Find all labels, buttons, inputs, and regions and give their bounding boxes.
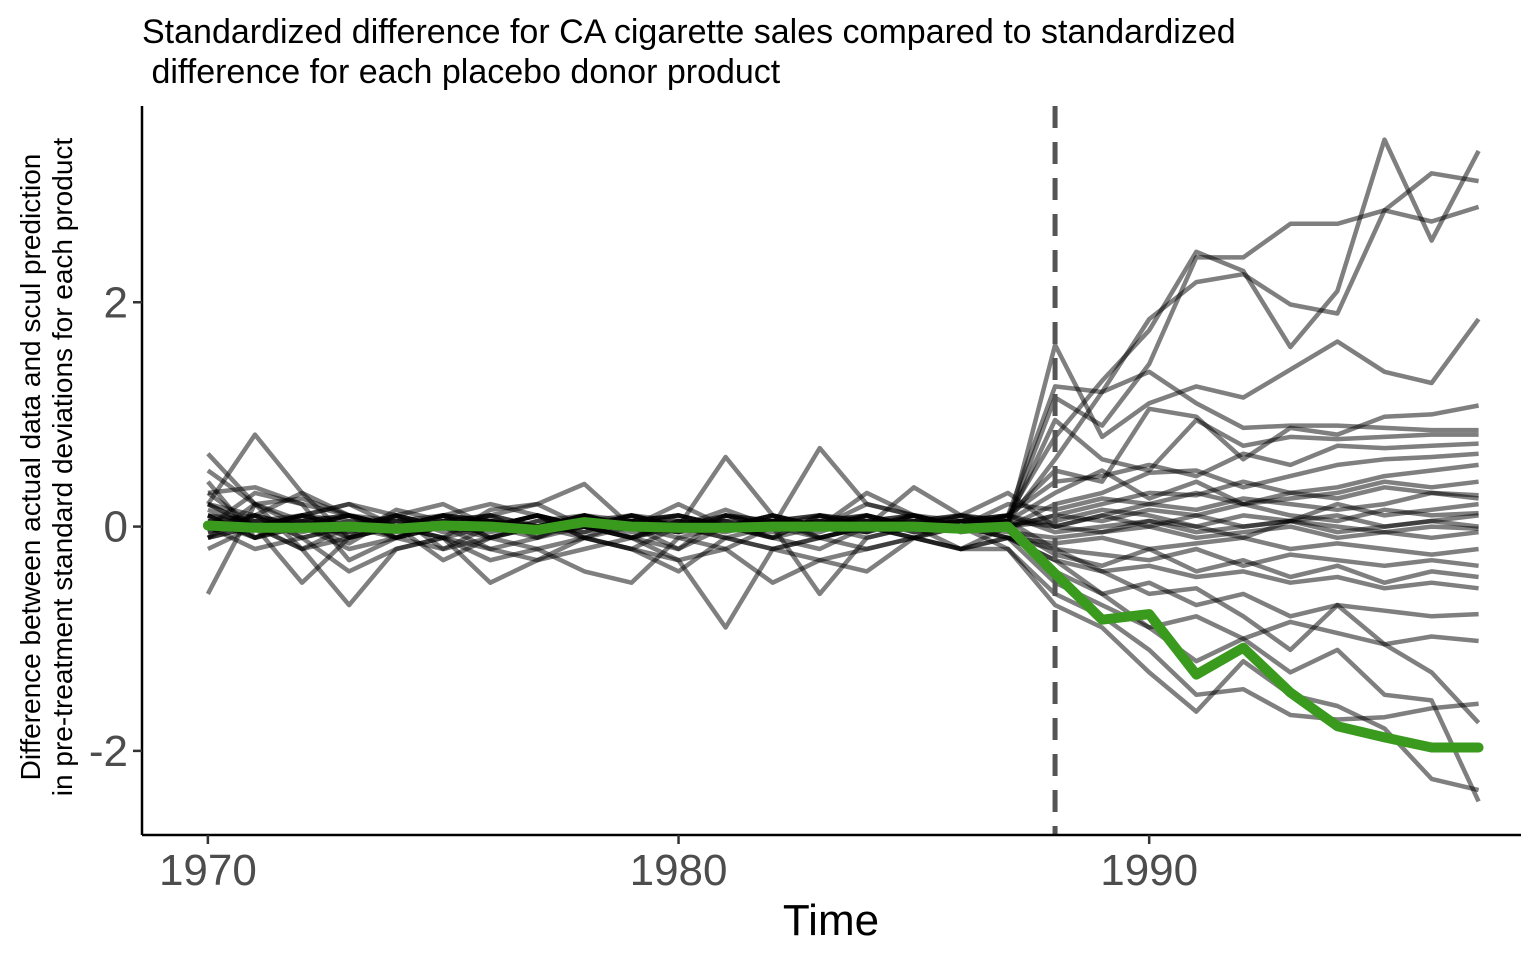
placebo-series-line-25	[206, 513, 1481, 725]
x-axis-ticks: 1970 1980 1990	[159, 835, 1198, 895]
chart-title-line-1: Standardized difference for CA cigarette…	[142, 13, 1236, 51]
x-tick-label: 1980	[630, 846, 728, 895]
plot-series-group	[205, 137, 1481, 803]
y-tick-label: 2	[104, 278, 128, 327]
y-tick-label: 0	[104, 503, 128, 552]
x-tick-label: 1970	[159, 846, 257, 895]
target-series-line	[202, 517, 1484, 753]
chart-title: Standardized difference for CA cigarette…	[142, 13, 1236, 91]
y-axis-title: Difference between actual data and scul …	[15, 138, 78, 797]
chart-title-line-2: difference for each placebo donor produc…	[142, 53, 781, 91]
placebo-series-line-1	[207, 137, 1481, 529]
x-axis-title: Time	[783, 896, 879, 945]
placebo-series-line-5	[205, 369, 1479, 595]
target-series-group	[202, 517, 1484, 753]
x-tick-label: 1990	[1100, 846, 1198, 895]
y-axis-title-line-2: in pre-treatment standard deviations for…	[47, 138, 78, 797]
placebo-series-line-13	[207, 490, 1479, 541]
y-axis-title-line-1: Difference between actual data and scul …	[15, 154, 46, 781]
y-tick-label: -2	[89, 727, 128, 776]
y-axis-ticks: -2 0 2	[89, 278, 142, 776]
